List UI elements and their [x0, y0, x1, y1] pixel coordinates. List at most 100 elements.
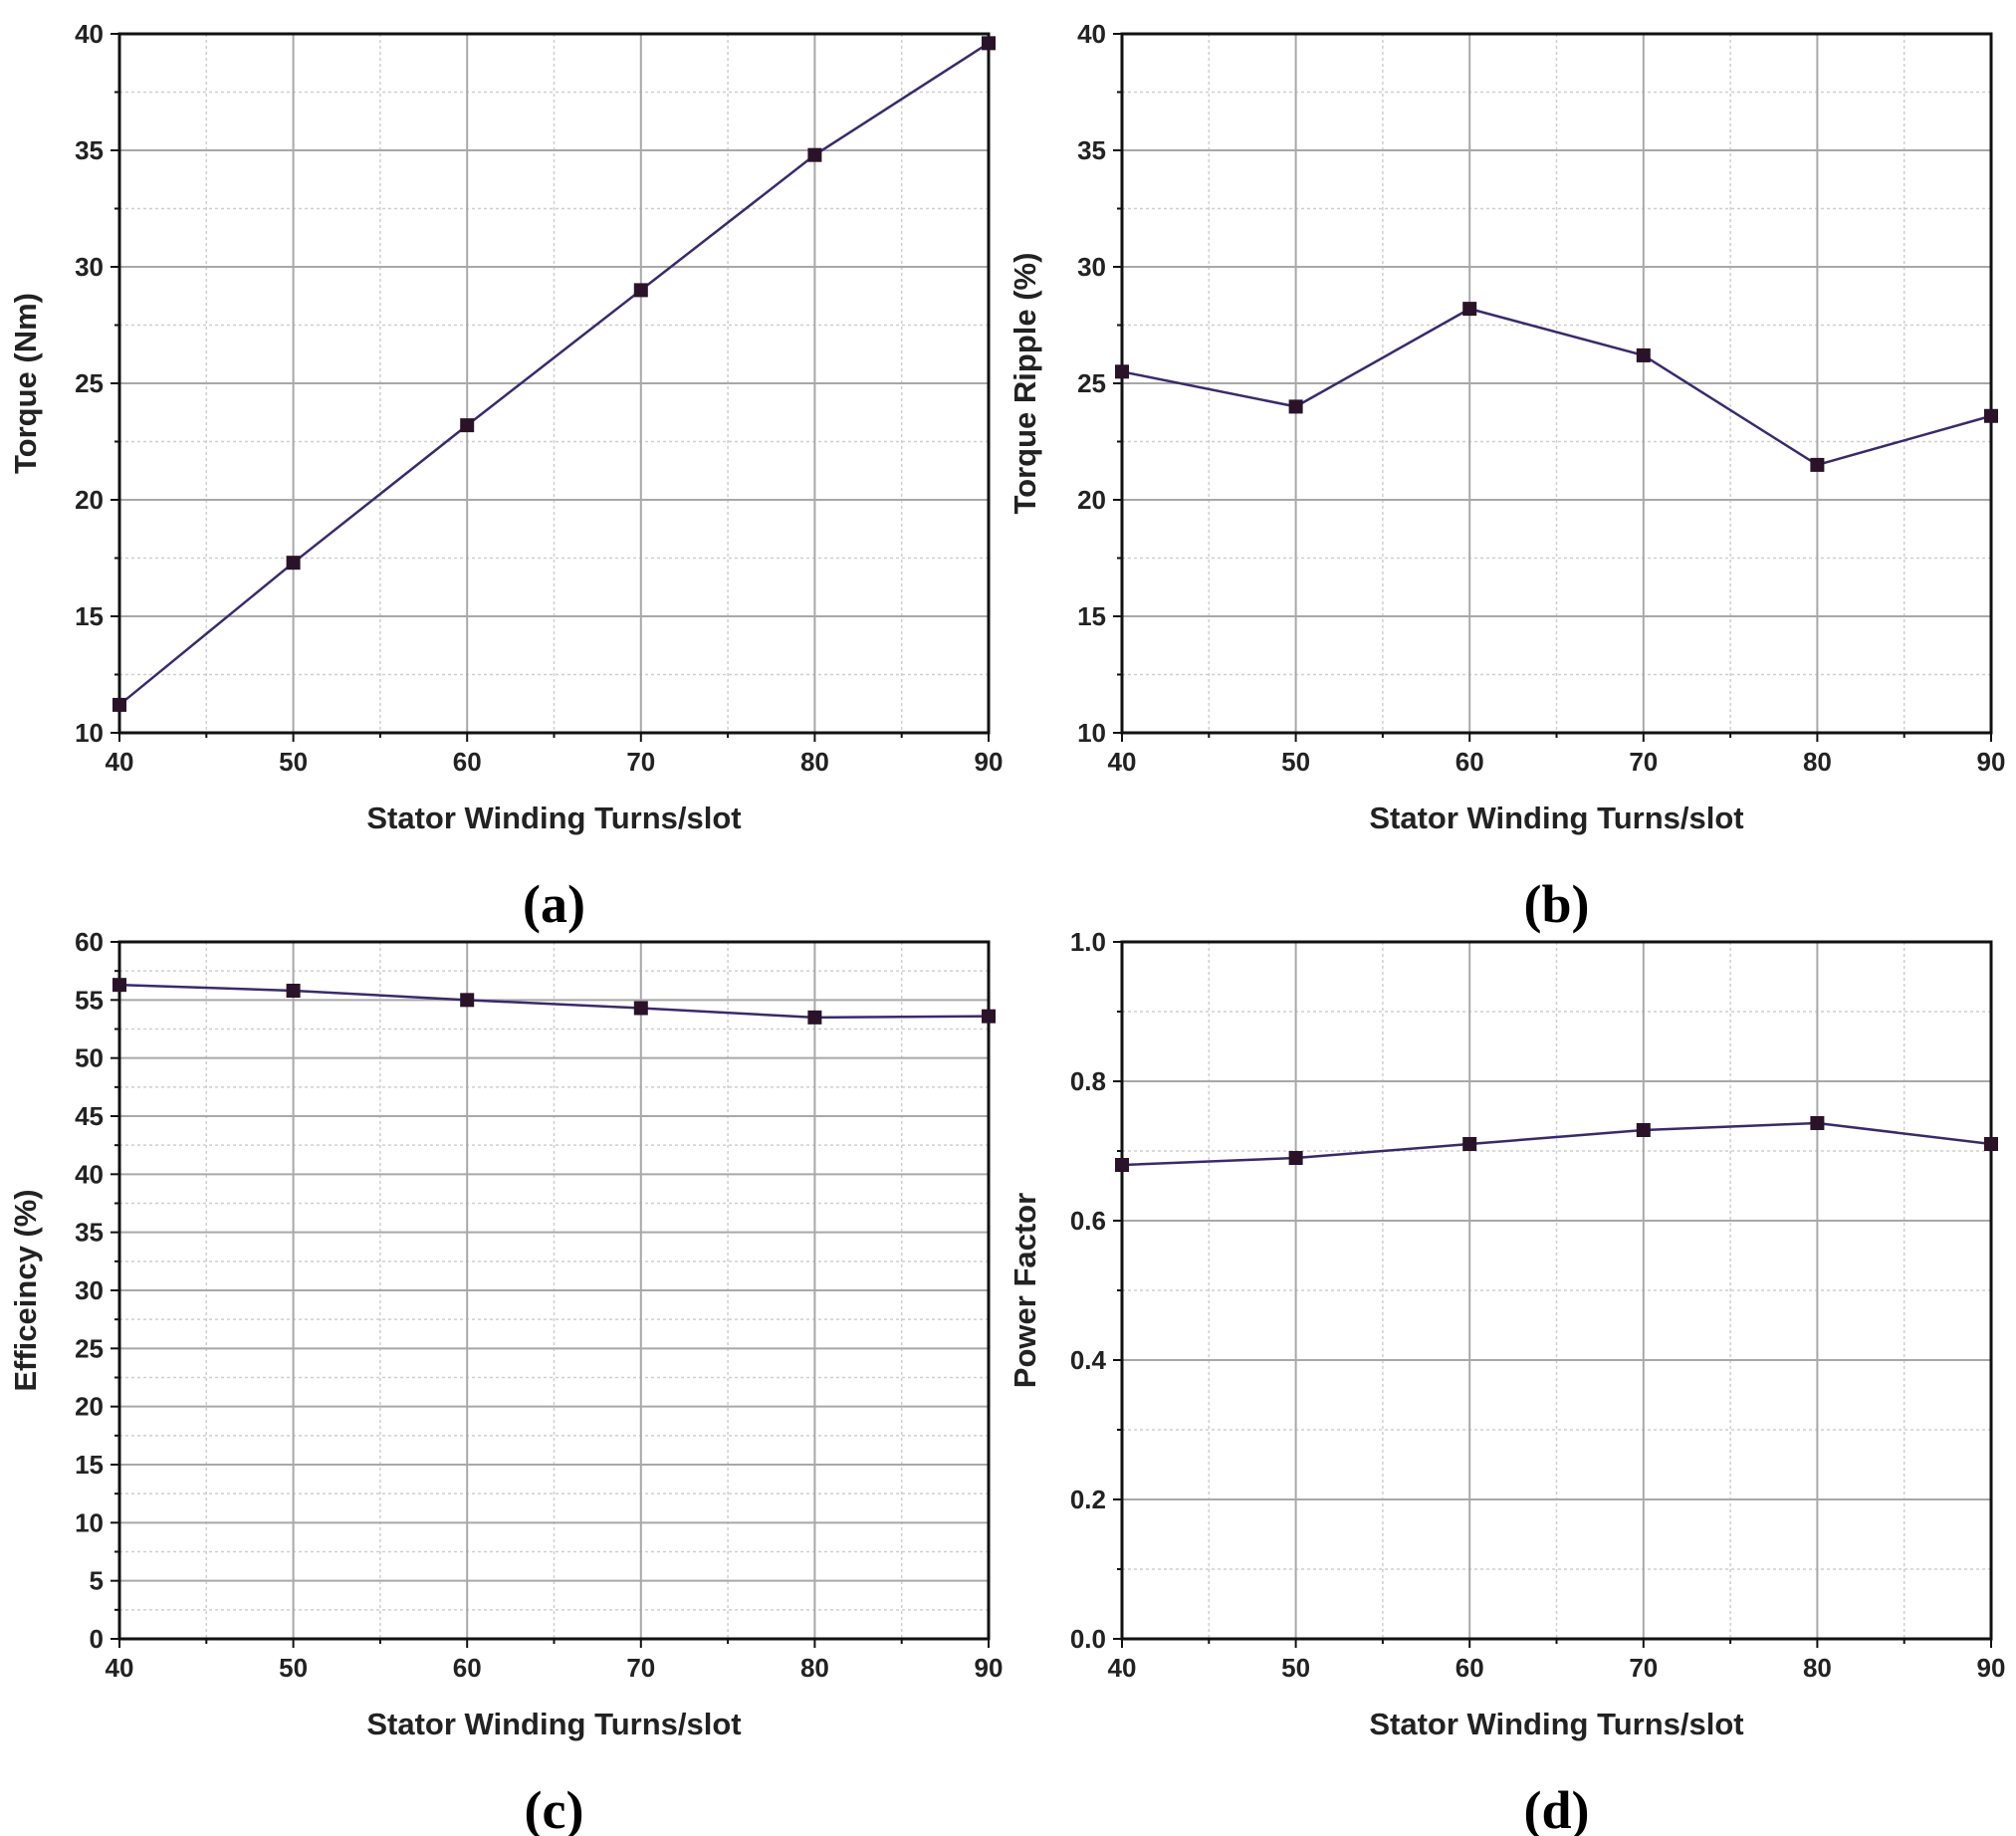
- x-tick-label: 90: [975, 1653, 1004, 1683]
- y-tick-label: 35: [75, 1218, 104, 1248]
- panel-b-torque-ripple: 40 50 60 70 80 90 10 15 20 25 30 35 40 Stator Winding…: [1008, 19, 2005, 934]
- y-tick-label: 10: [75, 1507, 104, 1537]
- y-tick-label: 25: [75, 1333, 104, 1363]
- x-axis-label: Stator Winding Turns/slot: [1369, 1707, 1743, 1741]
- y-tick-label: 60: [75, 927, 104, 957]
- x-tick-label: 90: [1977, 747, 2006, 777]
- y-tick-label: 40: [75, 1159, 104, 1189]
- y-tick-label: 0.0: [1070, 1624, 1106, 1654]
- y-tick-label: 20: [75, 485, 104, 515]
- x-tick-label: 50: [279, 1653, 308, 1683]
- x-tick-label: 60: [1456, 747, 1484, 777]
- y-tick-label: 10: [1077, 718, 1106, 748]
- y-tick-label: 25: [1077, 368, 1106, 398]
- data-point-marker: [286, 984, 301, 998]
- data-point-marker: [1810, 457, 1825, 472]
- data-point-marker: [1462, 1137, 1477, 1151]
- y-tick-label: 45: [75, 1101, 104, 1131]
- y-tick-label: 55: [75, 985, 104, 1015]
- data-point-marker: [1810, 1116, 1825, 1130]
- x-axis-label: Stator Winding Turns/slot: [1369, 801, 1743, 835]
- data-point-marker: [1115, 1158, 1129, 1172]
- x-tick-label: 80: [1803, 747, 1832, 777]
- panel-a-torque: 40 50 60 70 80 90 10 15 20 25 30 35 40 Stator Winding…: [8, 19, 1003, 934]
- panel-label: (c): [525, 1780, 584, 1836]
- data-point-marker: [112, 978, 126, 993]
- x-tick-label: 80: [800, 1653, 829, 1683]
- data-point-marker: [1636, 347, 1651, 362]
- data-point-marker: [807, 1010, 822, 1025]
- series-line: [1121, 1121, 1992, 1167]
- y-tick-label: 10: [75, 718, 104, 748]
- y-tick-label: 30: [75, 1275, 104, 1305]
- x-tick-label: 60: [1456, 1653, 1484, 1683]
- y-tick-label: 15: [75, 601, 104, 631]
- data-point-marker: [982, 1009, 996, 1024]
- y-tick-label: 20: [1077, 485, 1106, 515]
- data-point-marker: [633, 1001, 648, 1016]
- series-line: [118, 42, 990, 706]
- y-tick-label: 35: [1077, 135, 1106, 165]
- x-tick-label: 70: [1629, 1653, 1658, 1683]
- x-tick-label: 40: [106, 747, 134, 777]
- y-tick-label: 30: [75, 252, 104, 282]
- x-tick-label: 80: [1803, 1653, 1832, 1683]
- panel-label: (d): [1524, 1780, 1590, 1836]
- y-tick-label: 35: [75, 135, 104, 165]
- x-tick-label: 90: [1977, 1653, 2006, 1683]
- x-tick-label: 40: [1108, 1653, 1137, 1683]
- x-tick-label: 50: [279, 747, 308, 777]
- data-point-marker: [460, 418, 475, 433]
- panel-label: (b): [1524, 874, 1590, 934]
- x-tick-label: 70: [626, 747, 655, 777]
- x-axis-label: Stator Winding Turns/slot: [366, 1707, 741, 1741]
- panel-label: (a): [523, 874, 585, 934]
- x-tick-label: 50: [1281, 1653, 1310, 1683]
- y-tick-label: 5: [90, 1566, 104, 1596]
- y-tick-label: 50: [75, 1043, 104, 1073]
- x-tick-label: 70: [1629, 747, 1658, 777]
- y-tick-label: 25: [75, 368, 104, 398]
- x-tick-label: 90: [975, 747, 1004, 777]
- data-point-marker: [1288, 399, 1303, 414]
- x-tick-label: 60: [453, 1653, 482, 1683]
- data-point-marker: [807, 147, 822, 162]
- y-tick-label: 40: [1077, 19, 1106, 49]
- y-tick-label: 15: [1077, 601, 1106, 631]
- x-tick-label: 80: [800, 747, 829, 777]
- y-tick-label: 0.6: [1070, 1206, 1106, 1236]
- x-tick-label: 60: [453, 747, 482, 777]
- data-point-marker: [1984, 1137, 1998, 1151]
- y-axis-label: Torque (Nm): [8, 293, 43, 474]
- panel-d-power-factor: 40 50 60 70 80 90 0.0 0.2 0.4 0.6 0.8 1.0 Stator Win…: [1008, 927, 2005, 1836]
- y-tick-label: 0.8: [1070, 1066, 1106, 1096]
- data-point-marker: [1462, 302, 1477, 317]
- data-point-marker: [982, 36, 996, 51]
- y-tick-label: 0: [90, 1624, 104, 1654]
- x-tick-label: 40: [106, 1653, 134, 1683]
- data-point-marker: [1115, 364, 1129, 379]
- y-tick-label: 0.2: [1070, 1485, 1106, 1514]
- y-tick-label: 1.0: [1070, 927, 1106, 957]
- y-tick-label: 15: [75, 1450, 104, 1480]
- y-tick-label: 0.4: [1070, 1345, 1107, 1375]
- y-axis-label: Torque Ripple (%): [1008, 253, 1042, 515]
- data-point-marker: [112, 697, 126, 712]
- data-point-marker: [460, 993, 475, 1008]
- y-tick-label: 20: [75, 1392, 104, 1422]
- series-line: [118, 983, 990, 1020]
- y-axis-label: Power Factor: [1008, 1193, 1042, 1388]
- panel-c-efficiency: 40 50 60 70 80 90 0 5 10 15 20 25 30 35 40 45 50 55 60 Stat…: [8, 927, 1003, 1836]
- x-axis-label: Stator Winding Turns/slot: [366, 801, 741, 835]
- data-point-marker: [286, 556, 301, 571]
- x-tick-label: 50: [1281, 747, 1310, 777]
- data-point-marker: [633, 283, 648, 298]
- data-point-marker: [1288, 1151, 1303, 1165]
- y-axis-label: Efficeincy (%): [8, 1189, 43, 1391]
- data-point-marker: [1636, 1123, 1651, 1137]
- x-tick-label: 40: [1108, 747, 1137, 777]
- data-point-marker: [1984, 408, 1998, 423]
- series-line: [1121, 307, 1992, 467]
- y-tick-label: 30: [1077, 252, 1106, 282]
